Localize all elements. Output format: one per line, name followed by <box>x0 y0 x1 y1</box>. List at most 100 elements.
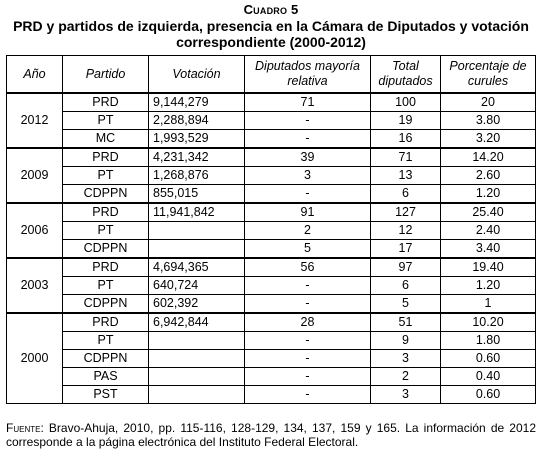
votes-cell: 6,942,844 <box>148 312 245 332</box>
majority-cell: - <box>244 184 371 204</box>
votes-cell <box>148 239 245 259</box>
year-cell: 2006 <box>6 202 63 259</box>
total-cell: 19 <box>370 111 441 130</box>
party-cell: PST <box>62 385 149 404</box>
year-cell: 2003 <box>6 257 63 314</box>
total-cell: 17 <box>370 239 441 259</box>
col-porcentaje: Porcentaje de curules <box>440 55 536 94</box>
table-row: PST -3 0.60 <box>7 385 536 404</box>
total-cell: 6 <box>370 276 441 295</box>
year-cell: 2012 <box>6 92 63 149</box>
majority-cell: 5 <box>244 239 371 259</box>
majority-cell: 3 <box>244 166 371 185</box>
total-cell: 9 <box>370 331 441 350</box>
party-cell: PT <box>62 331 149 350</box>
table-row: PAS -2 0.40 <box>7 367 536 386</box>
votes-cell: 1,268,876 <box>148 166 245 185</box>
year-group: 2009 PRD 4,231,342 39 71 14.20 PT 1,268,876 3 13 2… <box>6 147 536 204</box>
total-cell: 71 <box>370 147 441 167</box>
majority-cell: 56 <box>244 257 371 277</box>
majority-cell: - <box>244 111 371 130</box>
majority-cell: - <box>244 349 371 368</box>
percent-cell: 1.20 <box>440 184 536 204</box>
party-cell: PT <box>62 166 149 185</box>
majority-cell: 2 <box>244 221 371 240</box>
percent-cell: 0.40 <box>440 367 536 386</box>
votes-cell: 1,993,529 <box>148 129 245 149</box>
party-cell: CDPPN <box>62 349 149 368</box>
party-cell: PT <box>62 111 149 130</box>
year-group: 2000 PRD 6,942,844 28 51 10.20 PT -9 1.80 CDPPN -3… <box>6 312 536 404</box>
percent-cell: 20 <box>440 92 536 112</box>
percent-cell: 0.60 <box>440 385 536 404</box>
table-row: PT -9 1.80 <box>7 331 536 350</box>
total-cell: 2 <box>370 367 441 386</box>
total-cell: 12 <box>370 221 441 240</box>
table-row: CDPPN 602,392-5 1 <box>7 294 536 314</box>
party-cell: PAS <box>62 367 149 386</box>
percent-cell: 2.60 <box>440 166 536 185</box>
table-row: PT 2,288,894-19 3.80 <box>7 111 536 130</box>
votes-cell <box>148 385 245 404</box>
party-cell: CDPPN <box>62 239 149 259</box>
votes-cell <box>148 331 245 350</box>
table-row: MC 1,993,529-16 3.20 <box>7 129 536 149</box>
percent-cell: 19.40 <box>440 257 536 277</box>
total-cell: 3 <box>370 349 441 368</box>
year-group: 2012 PRD 9,144,279 71 100 20 PT 2,288,894-19 3.8… <box>6 92 536 149</box>
party-cell: CDPPN <box>62 184 149 204</box>
votes-cell: 4,231,342 <box>148 147 245 167</box>
votes-cell: 602,392 <box>148 294 245 314</box>
total-cell: 100 <box>370 92 441 112</box>
party-cell: CDPPN <box>62 294 149 314</box>
percent-cell: 1.20 <box>440 276 536 295</box>
table-row: 2006 PRD 11,941,842 91 127 25.40 <box>6 202 536 259</box>
col-votacion: Votación <box>148 55 245 94</box>
year-group: 2003 PRD 4,694,365 56 97 19.40 PT 640,724-6 1.20… <box>6 257 536 314</box>
majority-cell: - <box>244 294 371 314</box>
votes-cell <box>148 349 245 368</box>
votes-cell: 11,941,842 <box>148 202 245 222</box>
party-cell: PRD <box>62 147 149 167</box>
col-mayoria: Diputados mayoría relativa <box>244 55 371 94</box>
year-group: 2006 PRD 11,941,842 91 127 25.40 PT 2 12 2.40 CDPP… <box>6 202 536 259</box>
majority-cell: 71 <box>244 92 371 112</box>
table-row: PT 2 12 2.40 <box>7 221 536 240</box>
votes-cell: 9,144,279 <box>148 92 245 112</box>
percent-cell: 2.40 <box>440 221 536 240</box>
majority-cell: - <box>244 331 371 350</box>
table-number: Cuadro 5 <box>243 2 299 17</box>
percent-cell: 3.40 <box>440 239 536 259</box>
votes-cell: 4,694,365 <box>148 257 245 277</box>
majority-cell: - <box>244 385 371 404</box>
title-line-1: PRD y partidos de izquierda, presencia e… <box>13 18 529 34</box>
col-anio: Año <box>6 55 63 94</box>
table-row: CDPPN 5 17 3.40 <box>7 239 536 259</box>
votes-cell: 2,288,894 <box>148 111 245 130</box>
results-table: Año Partido Votación Diputados mayoría r… <box>6 55 536 404</box>
table-row: PT 640,724-6 1.20 <box>7 276 536 295</box>
title-line-2: correspondiente (2000-2012) <box>176 34 366 50</box>
percent-cell: 14.20 <box>440 147 536 167</box>
table-row: 2012 PRD 9,144,279 71 100 20 <box>6 92 536 149</box>
total-cell: 5 <box>370 294 441 314</box>
table-row: CDPPN -3 0.60 <box>7 349 536 368</box>
party-cell: PT <box>62 221 149 240</box>
total-cell: 16 <box>370 129 441 149</box>
votes-cell: 640,724 <box>148 276 245 295</box>
majority-cell: 39 <box>244 147 371 167</box>
majority-cell: 91 <box>244 202 371 222</box>
table-row: 2009 PRD 4,231,342 39 71 14.20 <box>6 147 536 204</box>
percent-cell: 3.20 <box>440 129 536 149</box>
party-cell: MC <box>62 129 149 149</box>
table-row: PT 1,268,876 3 13 2.60 <box>7 166 536 185</box>
source-label: Fuente: <box>6 421 44 435</box>
year-cell: 2009 <box>6 147 63 204</box>
majority-cell: 28 <box>244 312 371 332</box>
col-partido: Partido <box>62 55 149 94</box>
percent-cell: 3.80 <box>440 111 536 130</box>
total-cell: 13 <box>370 166 441 185</box>
party-cell: PRD <box>62 202 149 222</box>
source-note: Fuente: Bravo-Ahuja, 2010, pp. 115-116, … <box>6 421 536 449</box>
table-row: 2000 PRD 6,942,844 28 51 10.20 <box>6 312 536 404</box>
